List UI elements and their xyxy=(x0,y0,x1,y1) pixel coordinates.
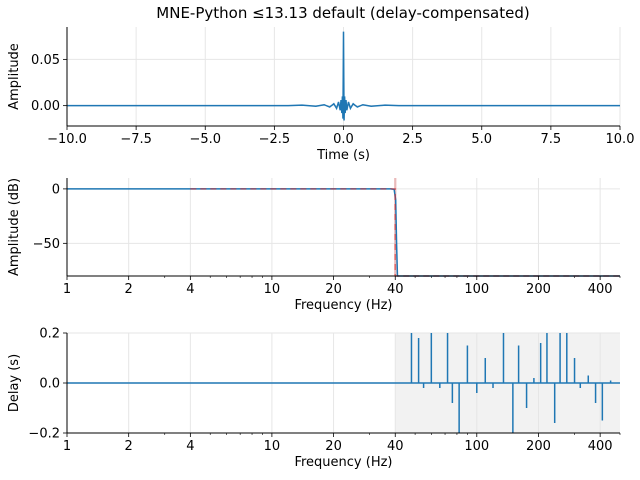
x-tick-label: 400 xyxy=(588,282,613,297)
x-axis-label: Frequency (Hz) xyxy=(294,455,392,470)
x-tick-label: 100 xyxy=(464,439,489,454)
x-tick-label: −10.0 xyxy=(47,132,87,147)
x-tick-label: 200 xyxy=(526,439,551,454)
x-tick-label: 2.5 xyxy=(402,132,423,147)
x-tick-label: 2 xyxy=(125,439,133,454)
y-tick-label: 0.00 xyxy=(31,99,60,114)
y-tick-label: −0.2 xyxy=(28,427,60,442)
x-tick-label: 40 xyxy=(387,439,404,454)
x-tick-label: 10.0 xyxy=(606,132,635,147)
ideal-response-line xyxy=(190,188,620,277)
x-tick-label: −5.0 xyxy=(189,132,221,147)
x-tick-label: 1 xyxy=(63,439,71,454)
group-delay-panel: 1 2 4 10 20 40 100 200 400 0.2 0.0 −0.2 Frequency (H… xyxy=(7,327,621,470)
y-tick-label: 0.05 xyxy=(31,53,60,68)
y-axis-label: Amplitude (dB) xyxy=(7,178,22,276)
y-tick-label: 0.2 xyxy=(39,327,60,342)
y-tick-label: 0 xyxy=(52,182,60,197)
y-tick-label: 0.0 xyxy=(39,377,60,392)
impulse-response-panel: −10.0 −7.5 −5.0 −2.5 0.0 2.5 5.0 7.5 10.0 0.00 0.0… xyxy=(7,27,634,163)
x-tick-label: 5.0 xyxy=(471,132,492,147)
x-tick-label: 1 xyxy=(63,282,71,297)
y-tick-label: −50 xyxy=(33,237,60,252)
x-tick-label: 4 xyxy=(186,439,194,454)
magnitude-response-panel: 1 2 4 10 20 40 100 200 400 0 −50 Frequency (Hz) Ampl… xyxy=(7,178,621,313)
x-tick-label: 2 xyxy=(125,282,133,297)
x-tick-label: −7.5 xyxy=(120,132,152,147)
x-tick-label: 0.0 xyxy=(333,132,354,147)
series-line xyxy=(67,31,620,121)
x-tick-label: −2.5 xyxy=(259,132,291,147)
series-line xyxy=(67,333,620,433)
x-tick-label: 100 xyxy=(464,282,489,297)
x-tick-label: 400 xyxy=(588,439,613,454)
x-tick-label: 200 xyxy=(526,282,551,297)
y-axis-label: Delay (s) xyxy=(7,354,22,412)
x-axis-label: Time (s) xyxy=(316,148,370,163)
x-axis-label: Frequency (Hz) xyxy=(294,298,392,313)
x-tick-label: 20 xyxy=(325,282,342,297)
series-line xyxy=(67,188,620,277)
x-tick-label: 10 xyxy=(264,439,281,454)
x-tick-label: 40 xyxy=(387,282,404,297)
x-tick-label: 7.5 xyxy=(541,132,562,147)
x-tick-label: 10 xyxy=(264,282,281,297)
x-tick-label: 4 xyxy=(186,282,194,297)
figure-title: MNE-Python ≤13.13 default (delay-compens… xyxy=(156,4,529,22)
y-axis-label: Amplitude xyxy=(7,43,22,110)
x-tick-label: 20 xyxy=(325,439,342,454)
